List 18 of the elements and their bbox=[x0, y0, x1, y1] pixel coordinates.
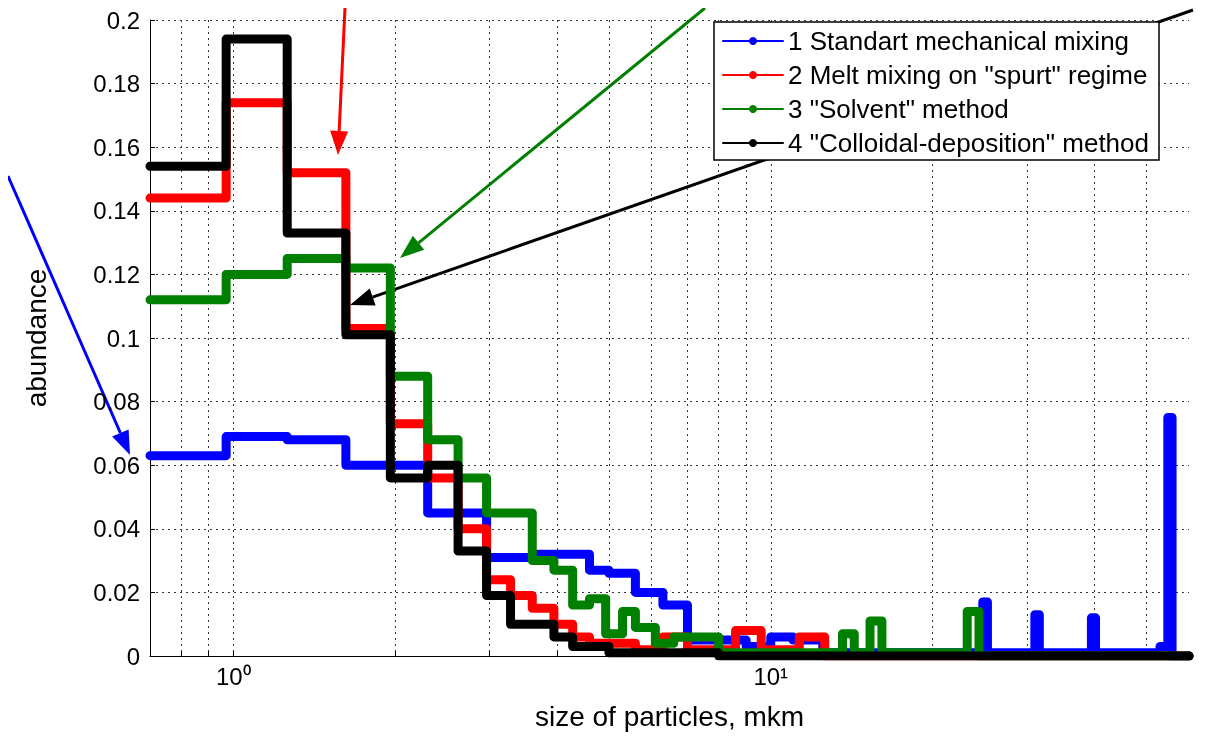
y-tick-label: 0.12 bbox=[93, 260, 140, 288]
y-tick-label: 0.06 bbox=[93, 451, 140, 479]
x-tick-label: 10¹ bbox=[753, 662, 789, 690]
y-tick-label: 0.04 bbox=[93, 515, 140, 543]
y-tick-label: 0.14 bbox=[93, 197, 140, 225]
legend-label: 3 "Solvent" method bbox=[788, 94, 1009, 124]
y-tick-label: 0.02 bbox=[93, 578, 140, 606]
legend-label: 2 Melt mixing on "spurt" regime bbox=[788, 60, 1148, 90]
y-axis-title: abundance bbox=[20, 268, 52, 408]
x-tick-label: 10⁰ bbox=[215, 662, 251, 690]
legend-label: 4 "Colloidal-deposition" method bbox=[788, 128, 1150, 158]
y-tick-label: 0.1 bbox=[106, 324, 140, 352]
y-tick-label: 0 bbox=[126, 642, 140, 670]
x-axis-title: size of particles, mkm bbox=[534, 700, 805, 732]
legend-label: 1 Standart mechanical mixing bbox=[788, 26, 1130, 56]
y-tick-label: 0.18 bbox=[93, 70, 140, 98]
y-tick-label: 0.2 bbox=[106, 6, 140, 34]
y-tick-label: 0.16 bbox=[93, 133, 140, 161]
